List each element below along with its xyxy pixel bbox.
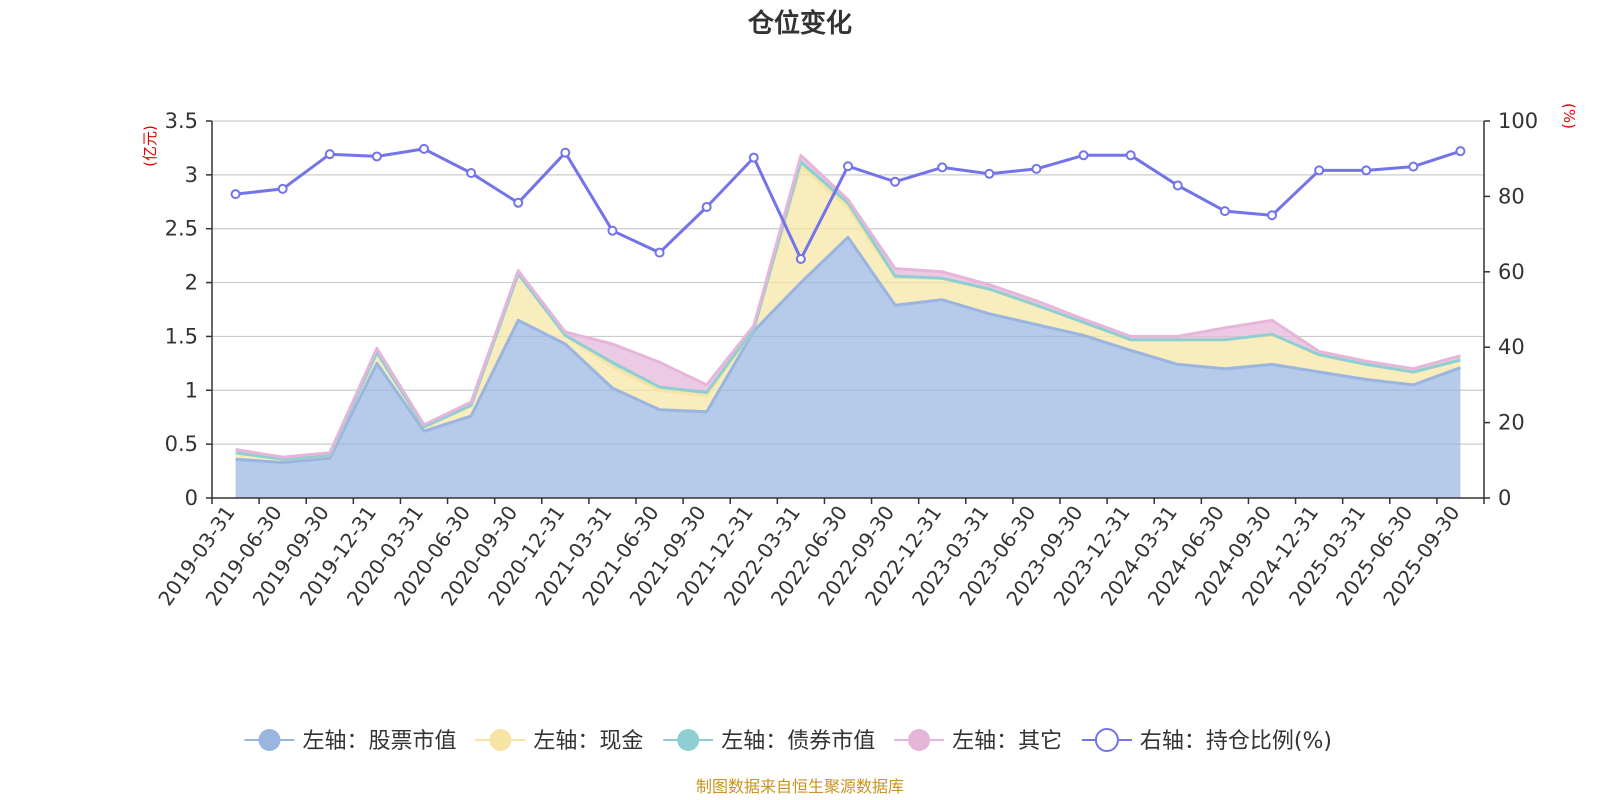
right-tick-label: 80 — [1498, 184, 1525, 208]
left-tick-label: 2 — [185, 271, 198, 295]
right-tick-label: 60 — [1498, 260, 1525, 284]
ratio-line — [230, 143, 1466, 264]
legend-marker — [489, 729, 512, 751]
ratio-point — [701, 201, 712, 212]
ratio-point — [654, 247, 665, 258]
right-tick-label: 20 — [1498, 411, 1525, 435]
area-0 — [235, 237, 1461, 499]
ratio-point — [795, 253, 806, 264]
left-tick-label: 3 — [185, 163, 198, 187]
ratio-point — [466, 168, 477, 179]
ratio-point — [371, 151, 382, 162]
area-edge-3 — [235, 154, 1461, 459]
left-tick-label: 0 — [185, 486, 198, 510]
legend-item-4[interactable]: 右轴：持仓比例(%) — [1081, 728, 1332, 754]
ratio-point — [607, 225, 618, 236]
ratio-point — [1125, 150, 1136, 161]
ratio-point — [419, 143, 429, 154]
legend-item-2[interactable]: 左轴：债券市值 — [663, 729, 875, 754]
legend-label: 右轴：持仓比例(%) — [1140, 729, 1332, 754]
ratio-point — [1314, 165, 1325, 176]
ratio-point — [1408, 161, 1419, 172]
ratio-point — [843, 161, 853, 172]
legend-item-3[interactable]: 左轴：其它 — [894, 729, 1062, 754]
ratio-point — [230, 189, 241, 200]
legend-marker — [908, 729, 931, 751]
ratio-point — [324, 149, 335, 160]
right-tick-label: 0 — [1498, 486, 1511, 510]
legend-label: 左轴：现金 — [533, 729, 643, 754]
ratio-point — [984, 168, 995, 179]
ratio-point — [1172, 180, 1183, 191]
ratio-point — [1267, 210, 1277, 221]
right-tick-label: 100 — [1498, 109, 1538, 133]
left-tick-label: 2.5 — [165, 217, 198, 241]
area-edge-2 — [235, 160, 1461, 461]
ratio-point — [1361, 165, 1372, 176]
source-note: 制图数据来自恒生聚源数据库 — [696, 777, 904, 796]
legend: 左轴：股票市值 左轴：现金 左轴：债券市值 左轴：其它 右轴：持仓比例(%) — [244, 728, 1332, 754]
ratio-point — [560, 147, 571, 158]
left-tick-label: 1.5 — [165, 324, 198, 348]
legend-marker — [258, 729, 281, 751]
left-axis-unit: (亿元) — [141, 125, 159, 167]
legend-label: 左轴：其它 — [952, 729, 1062, 754]
ratio-point — [1455, 146, 1466, 157]
ratio-point — [277, 183, 288, 194]
left-tick-label: 0.5 — [165, 432, 198, 456]
ratio-point — [1219, 206, 1230, 217]
legend-item-1[interactable]: 左轴：现金 — [475, 729, 643, 754]
chart-title: 仓位变化 — [747, 8, 852, 39]
area-edge-0 — [235, 235, 1461, 464]
legend-marker — [1094, 728, 1119, 752]
ratio-point — [513, 197, 524, 208]
legend-label: 左轴：债券市值 — [721, 729, 875, 754]
left-tick-label: 3.5 — [165, 109, 198, 133]
right-tick-label: 40 — [1498, 335, 1525, 359]
stacked-areas — [235, 154, 1461, 499]
left-tick-label: 1 — [185, 378, 198, 402]
legend-marker — [677, 729, 700, 751]
legend-label: 左轴：股票市值 — [302, 729, 456, 754]
ratio-point — [937, 162, 948, 173]
right-axis-unit: (%) — [1560, 103, 1578, 129]
ratio-point — [890, 176, 901, 187]
legend-item-0[interactable]: 左轴：股票市值 — [244, 729, 456, 754]
ratio-point — [1078, 150, 1089, 161]
ratio-point — [748, 152, 759, 163]
ratio-point — [1031, 163, 1042, 174]
area-1 — [235, 166, 1461, 463]
